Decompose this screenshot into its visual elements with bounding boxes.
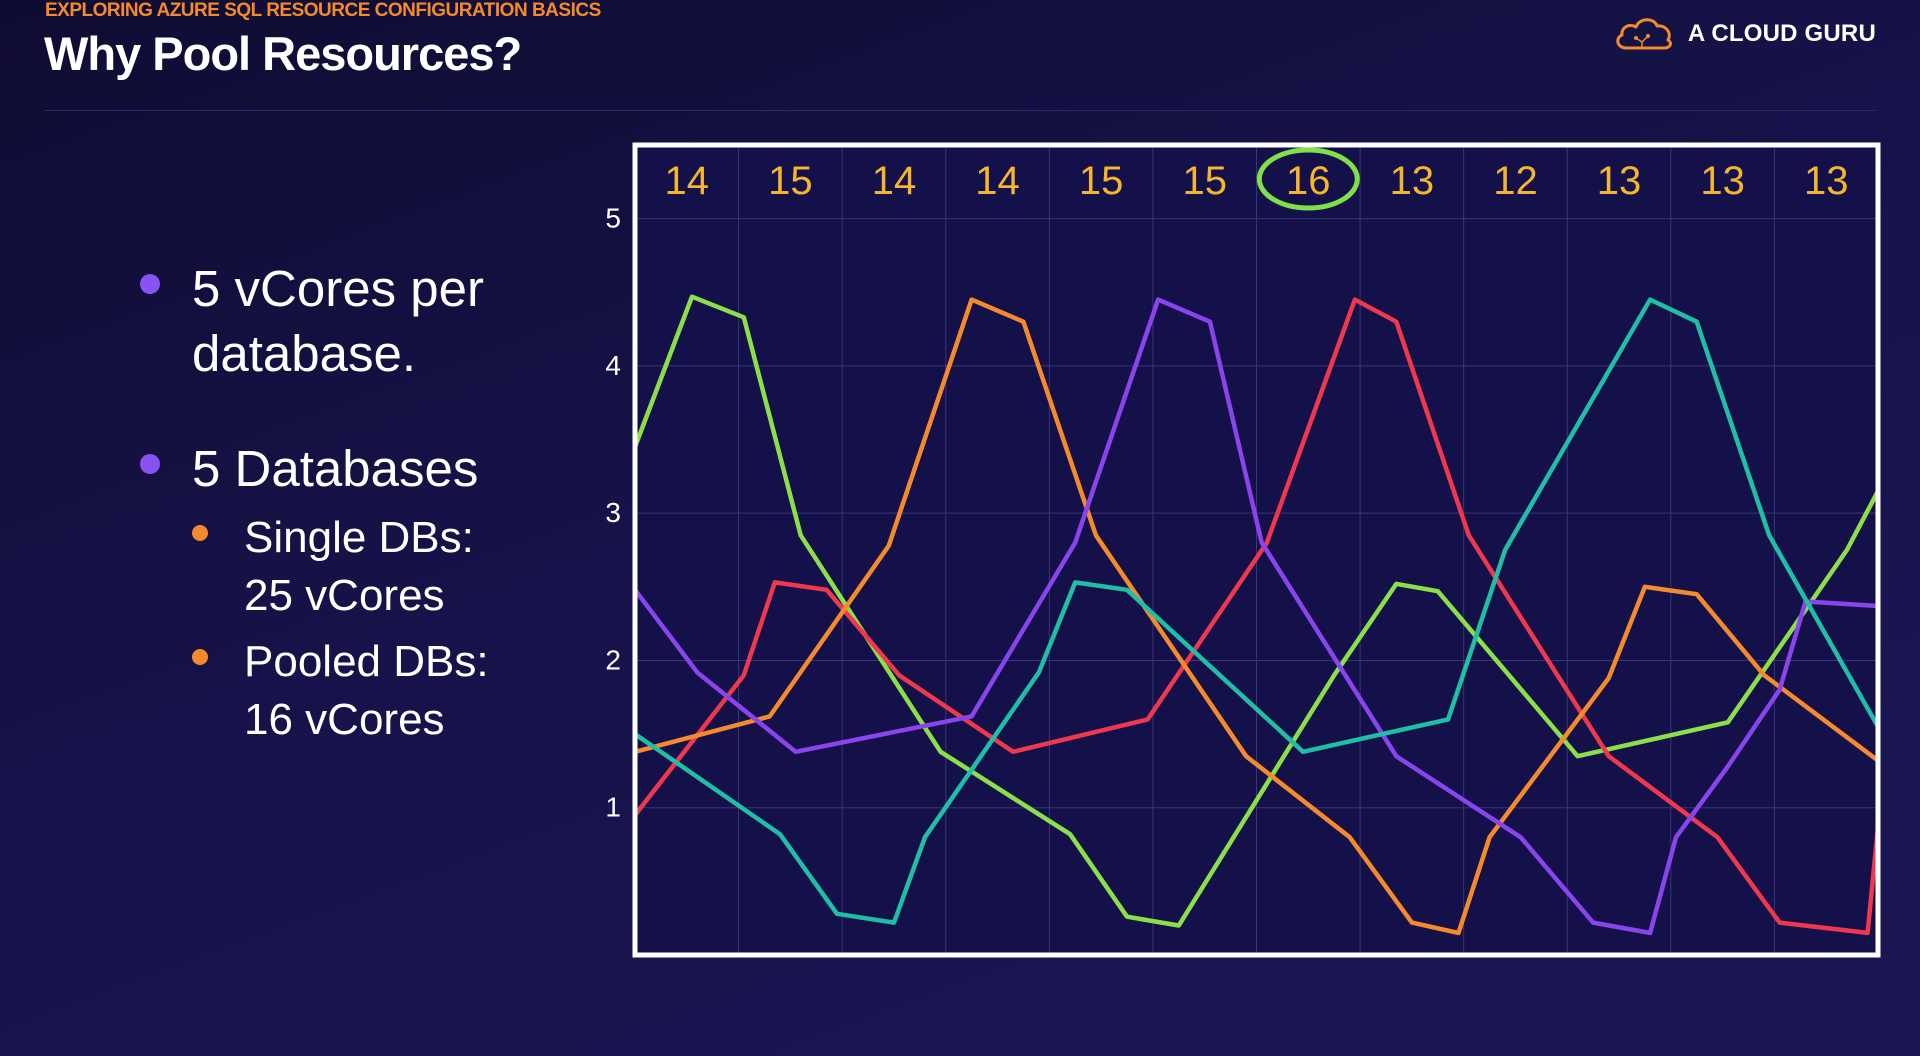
- interval-total-label: 14: [665, 159, 710, 203]
- bullet-text: 5 vCores per database.: [192, 260, 484, 382]
- header-divider: [44, 110, 1876, 111]
- sub-bullet-dot: [192, 649, 208, 665]
- sub-bullet-text: Pooled DBs: 16 vCores: [244, 637, 489, 744]
- y-tick-label: 1: [605, 792, 621, 823]
- series-line-2: [632, 297, 1881, 936]
- series-line-1: [632, 294, 1881, 928]
- interval-total-label: 13: [1804, 159, 1849, 203]
- interval-total-label: 14: [872, 159, 917, 203]
- y-tick-label: 5: [605, 203, 621, 234]
- y-tick-label: 4: [605, 350, 621, 381]
- interval-total-label: 15: [768, 159, 813, 203]
- vcore-usage-chart: 1 2 3 4 5 14 15 14 14 15 15 16 13 12 13 13 13: [590, 135, 1890, 965]
- brand-name: A CLOUD GURU: [1687, 20, 1876, 47]
- bullet-dot: [140, 274, 160, 294]
- sub-bullet-item: Single DBs: 25 vCores: [192, 509, 580, 625]
- interval-total-label: 13: [1390, 159, 1435, 203]
- series-line-4: [632, 297, 1881, 936]
- series-line-3: [632, 297, 1881, 936]
- bullet-dot: [140, 454, 160, 474]
- interval-total-label: 12: [1493, 159, 1538, 203]
- sub-bullet-dot: [192, 525, 208, 541]
- y-tick-label: 3: [605, 497, 621, 528]
- sub-bullet-item: Pooled DBs: 16 vCores: [192, 633, 580, 749]
- interval-total-label: 13: [1700, 159, 1745, 203]
- interval-total-label: 14: [975, 159, 1020, 203]
- y-tick-label: 2: [605, 644, 621, 675]
- bullet-list: 5 vCores per database. 5 Databases Singl…: [140, 256, 580, 799]
- series-line-5: [632, 297, 1881, 925]
- page-title: Why Pool Resources?: [44, 27, 522, 80]
- interval-total-label: 13: [1597, 159, 1642, 203]
- highlight-circle: [1256, 147, 1360, 211]
- brand-logo: A CLOUD GURU: [1612, 14, 1876, 54]
- interval-total-label: 15: [1079, 159, 1124, 203]
- interval-total-label: 15: [1182, 159, 1227, 203]
- sub-bullet-text: Single DBs: 25 vCores: [244, 513, 474, 620]
- interval-total-label: 16: [1286, 159, 1331, 203]
- bullet-text: 5 Databases: [192, 440, 479, 497]
- cloud-icon: [1616, 18, 1672, 50]
- bullet-item: 5 Databases Single DBs: 25 vCores Pooled…: [140, 436, 580, 749]
- section-eyebrow: EXPLORING AZURE SQL RESOURCE CONFIGURATI…: [45, 0, 601, 21]
- bullet-item: 5 vCores per database.: [140, 256, 580, 386]
- chart-frame: [632, 142, 1881, 958]
